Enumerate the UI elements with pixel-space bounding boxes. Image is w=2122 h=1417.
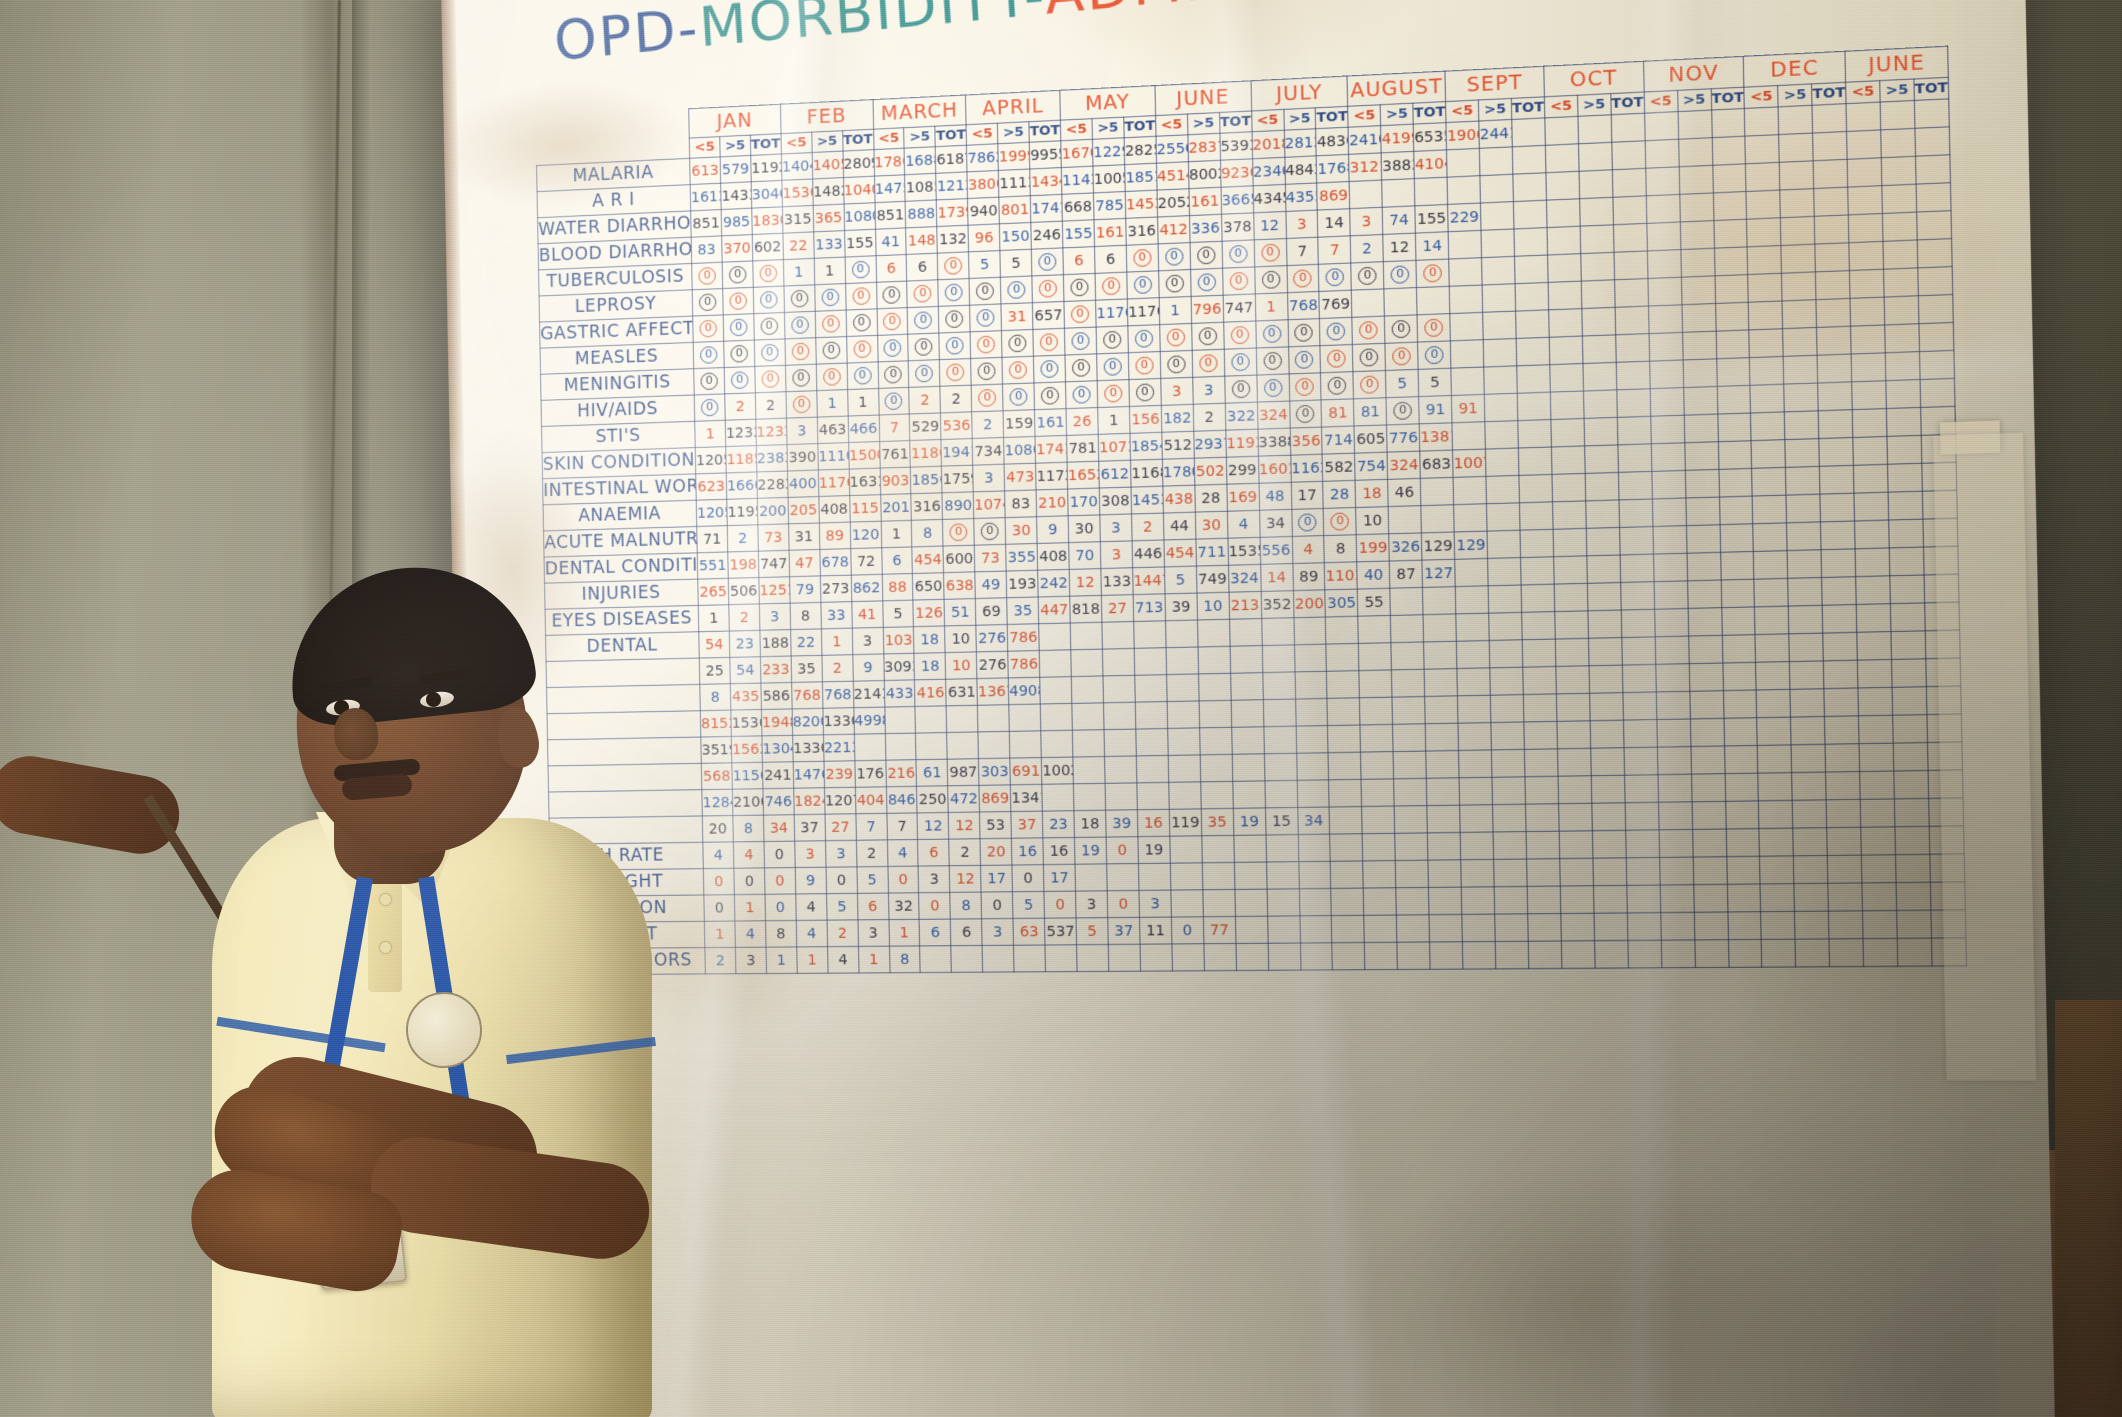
shirt-button-2 — [380, 942, 391, 953]
shirt-button-1 — [380, 894, 391, 905]
wooden-post-secondary — [2055, 1000, 2122, 1417]
pupil-right — [426, 692, 441, 707]
shirt-placket — [368, 872, 402, 992]
health-worker — [0, 555, 760, 1417]
